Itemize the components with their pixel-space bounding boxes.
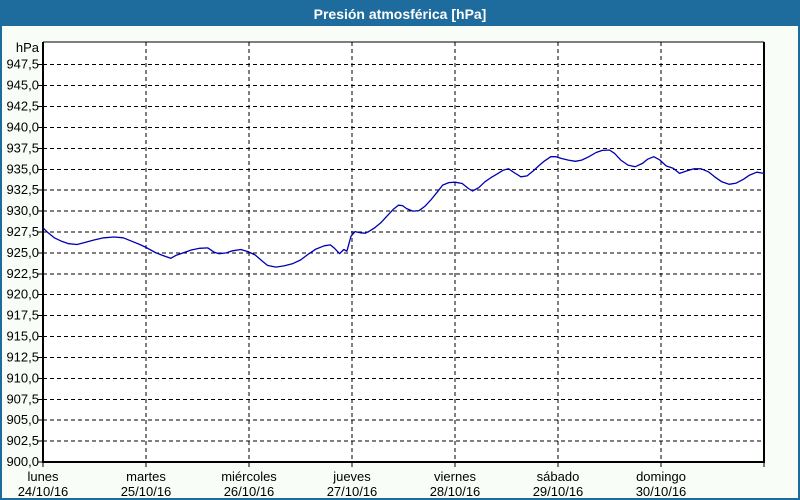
y-axis-unit-label: hPa (16, 40, 40, 55)
plot-frame (42, 42, 765, 463)
chart-title: Presión atmosférica [hPa] (313, 6, 487, 22)
day-name-label: miércoles (221, 469, 277, 484)
y-tick-label: 920,0 (6, 287, 39, 302)
y-tick-label: 930,0 (6, 203, 39, 218)
y-tick-label: 942,5 (6, 99, 39, 114)
day-date-label: 24/10/16 (18, 484, 69, 499)
y-tick-label: 912,5 (6, 349, 39, 364)
y-tick-label: 902,5 (6, 433, 39, 448)
y-tick-label: 947,5 (6, 57, 39, 72)
y-tick-label: 927,5 (6, 224, 39, 239)
y-tick-label: 905,0 (6, 412, 39, 427)
y-tick-label: 932,5 (6, 182, 39, 197)
day-name-label: domingo (636, 469, 686, 484)
y-tick-label: 945,0 (6, 78, 39, 93)
y-tick-label: 940,0 (6, 119, 39, 134)
day-name-label: viernes (434, 469, 476, 484)
y-tick-label: 917,5 (6, 308, 39, 323)
day-date-label: 28/10/16 (430, 484, 481, 499)
day-name-label: sábado (537, 469, 580, 484)
y-tick-label: 907,5 (6, 391, 39, 406)
y-tick-label: 925,0 (6, 245, 39, 260)
y-tick-label: 937,5 (6, 140, 39, 155)
y-tick-label: 915,0 (6, 329, 39, 344)
y-tick-label: 922,5 (6, 266, 39, 281)
y-tick-label: 935,0 (6, 161, 39, 176)
day-date-label: 27/10/16 (327, 484, 378, 499)
title-bar: Presión atmosférica [hPa] (2, 2, 798, 26)
plot-area (43, 42, 764, 462)
y-tick-label: 910,0 (6, 370, 39, 385)
day-date-label: 30/10/16 (636, 484, 687, 499)
y-tick-label: 900,0 (6, 454, 39, 469)
day-name-label: lunes (27, 469, 59, 484)
day-date-label: 26/10/16 (224, 484, 275, 499)
day-name-label: jueves (332, 469, 371, 484)
pressure-line (42, 149, 765, 268)
day-date-label: 25/10/16 (121, 484, 172, 499)
day-date-label: 29/10/16 (533, 484, 584, 499)
day-name-label: martes (126, 469, 166, 484)
